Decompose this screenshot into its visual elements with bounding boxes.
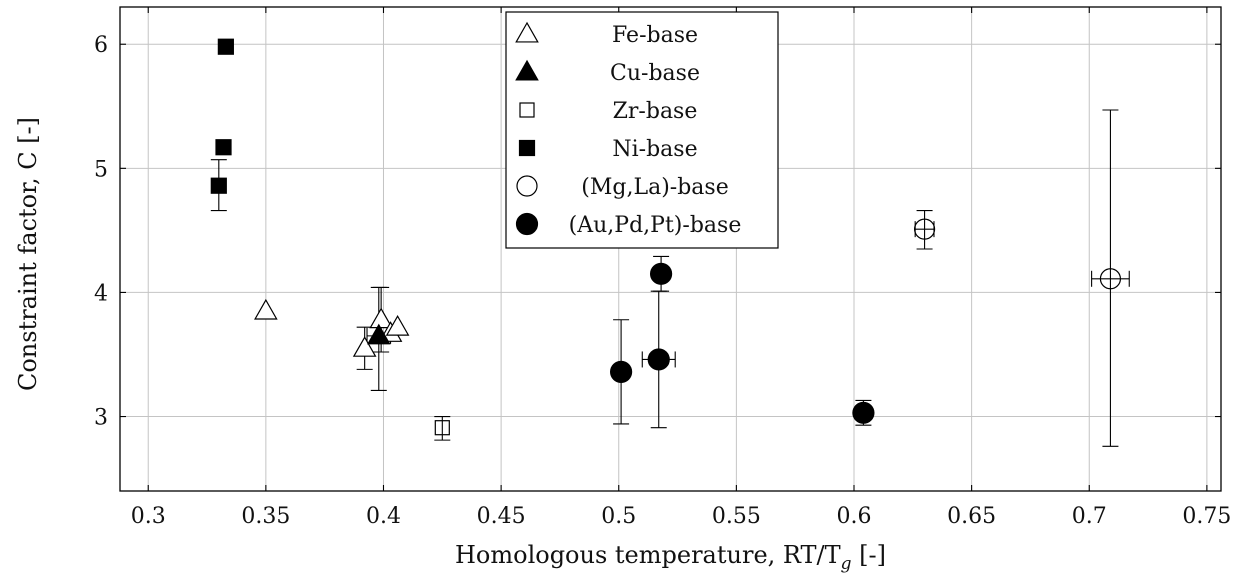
- x-axis-label-suffix: [-]: [852, 541, 886, 569]
- triangle-open-marker: [385, 314, 410, 336]
- square-filled-marker: [215, 139, 232, 156]
- x-axis-label-main: Homologous temperature, RT/T: [455, 541, 841, 569]
- axis-ticks: 0.3 0.35 0.4 0.45 0.5 0.55 0.6 0.65 0.7 0.75 3 4 5 6: [94, 7, 1231, 529]
- x-tick-label: 0.6: [837, 504, 872, 529]
- circle-open-marker: [1099, 268, 1122, 290]
- triangle-open-marker: [369, 307, 393, 329]
- triangle-open-marker: [352, 336, 377, 357]
- x-tick-label: 0.3: [131, 504, 166, 529]
- x-axis-label-subscript: g: [841, 554, 852, 574]
- y-tick-label: 6: [94, 33, 108, 58]
- legend: Fe-base Cu-base Zr-base Ni-base (Mg,La)-base…: [505, 11, 779, 249]
- legend-item: Fe-base: [515, 21, 698, 48]
- x-tick-label: 0.4: [366, 504, 401, 529]
- square-open-marker: [519, 102, 535, 118]
- x-tick-label: 0.35: [241, 504, 290, 529]
- legend-item: Cu-base: [515, 59, 700, 86]
- legend-item: Zr-base: [519, 99, 698, 124]
- x-tick-label: 0.7: [1072, 504, 1107, 529]
- y-tick-label: 3: [94, 406, 108, 431]
- x-tick-label: 0.55: [712, 504, 761, 529]
- y-axis-label: Constraint factor, C [-]: [14, 117, 42, 391]
- x-axis-label: Homologous temperature, RT/Tg [-]: [455, 541, 886, 574]
- circle-filled-marker: [515, 212, 539, 236]
- triangle-open-marker: [515, 21, 539, 43]
- legend-item: (Au,Pd,Pt)-base: [515, 212, 742, 238]
- legend-label: Ni-base: [612, 137, 697, 162]
- square-filled-marker: [518, 139, 536, 157]
- y-tick-label: 4: [94, 281, 108, 306]
- circle-filled-marker: [852, 401, 875, 424]
- x-tick-label: 0.45: [477, 504, 526, 529]
- square-open-marker: [434, 420, 450, 436]
- circle-open-marker: [516, 175, 538, 197]
- circle-filled-marker: [647, 348, 670, 371]
- circle-filled-marker: [649, 262, 673, 285]
- legend-label: Fe-base: [612, 23, 698, 48]
- data-points: [210, 38, 1122, 436]
- legend-label: Cu-base: [610, 61, 700, 86]
- plot-area: [119, 6, 1222, 492]
- square-filled-marker: [210, 177, 227, 194]
- triangle-filled-marker: [366, 323, 391, 345]
- x-tick-label: 0.75: [1182, 504, 1231, 529]
- x-tick-label: 0.65: [947, 504, 996, 529]
- legend-box: [505, 11, 779, 249]
- legend-label: Zr-base: [613, 99, 698, 124]
- triangle-filled-marker: [515, 59, 539, 81]
- x-tick-label: 0.5: [601, 504, 636, 529]
- circle-filled-marker: [609, 360, 633, 383]
- y-tick-label: 5: [94, 157, 108, 182]
- legend-item: Ni-base: [518, 137, 698, 162]
- triangle-open-marker: [254, 298, 278, 320]
- legend-item: (Mg,La)-base: [516, 175, 729, 200]
- legend-label: (Au,Pd,Pt)-base: [569, 213, 742, 238]
- square-filled-marker: [217, 38, 234, 55]
- circle-open-marker: [913, 218, 936, 240]
- legend-label: (Mg,La)-base: [581, 175, 728, 200]
